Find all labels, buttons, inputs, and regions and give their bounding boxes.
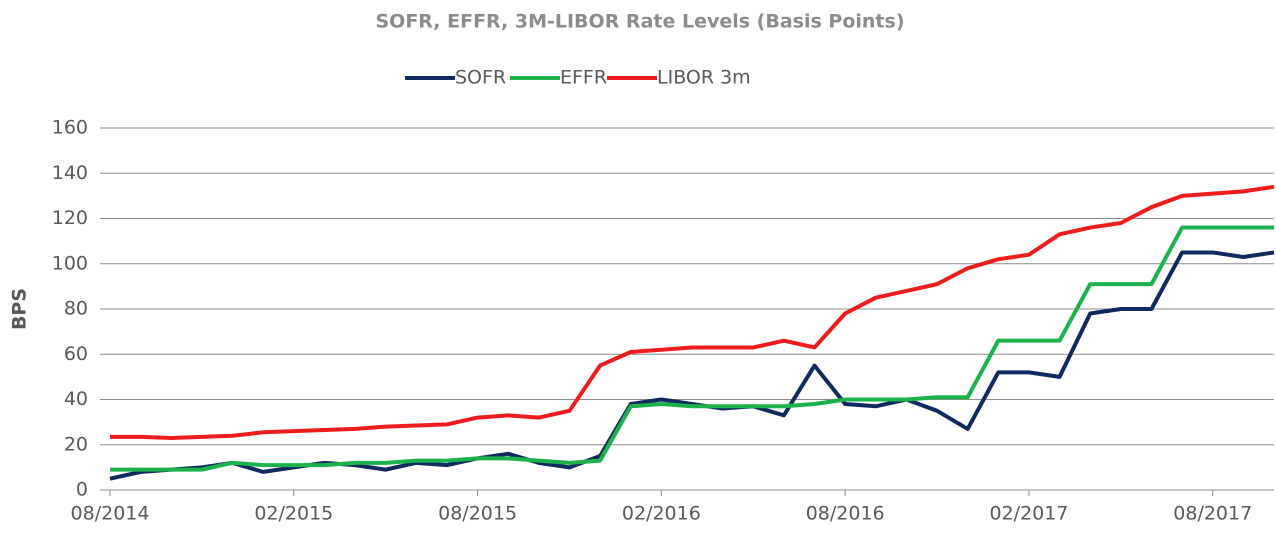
y-tick-label: 60 [64, 343, 88, 365]
y-axis-label: BPS [9, 288, 31, 330]
y-tick-label: 80 [64, 298, 88, 320]
legend-label: SOFR [455, 67, 506, 89]
y-tick-label: 160 [52, 117, 88, 139]
line-series [110, 225, 1274, 472]
y-tick-label: 20 [64, 433, 88, 455]
legend-label: EFFR [560, 67, 607, 89]
chart-title: SOFR, EFFR, 3M-LIBOR Rate Levels (Basis … [375, 11, 904, 33]
x-tick-label: 02/2015 [254, 503, 333, 525]
y-tick-label: 140 [52, 162, 88, 184]
y-tick-label: 100 [52, 252, 88, 274]
y-tick-label: 40 [64, 388, 88, 410]
x-tick-label: 08/2017 [1173, 503, 1252, 525]
x-tick-label: 08/2016 [806, 503, 885, 525]
legend-label: LIBOR 3m [657, 67, 751, 89]
x-tick-label: 02/2017 [989, 503, 1068, 525]
line-series [110, 184, 1275, 440]
x-tick-label: 08/2015 [438, 503, 517, 525]
x-tick-label: 08/2014 [71, 503, 150, 525]
y-tick-label: 120 [52, 207, 88, 229]
x-tick-label: 02/2016 [622, 503, 701, 525]
y-tick-label: 0 [76, 479, 88, 501]
